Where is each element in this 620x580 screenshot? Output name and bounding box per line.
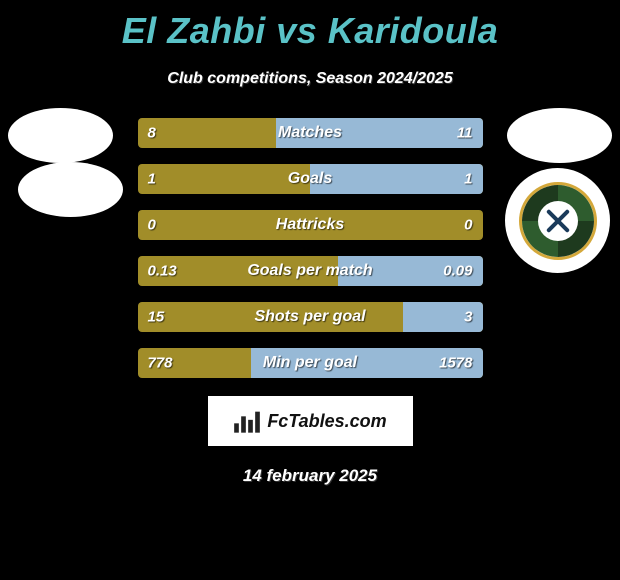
stat-label: Min per goal bbox=[263, 354, 357, 372]
subtitle: Club competitions, Season 2024/2025 bbox=[0, 70, 620, 88]
left-value: 1 bbox=[148, 171, 156, 188]
stat-row: 0.13 0.09 Goals per match bbox=[138, 256, 483, 286]
page-title: El Zahbi vs Karidoula bbox=[0, 0, 620, 52]
stat-row: 778 1578 Min per goal bbox=[138, 348, 483, 378]
right-value: 3 bbox=[464, 309, 472, 326]
stat-row: 0 0 Hattricks bbox=[138, 210, 483, 240]
stat-label: Hattricks bbox=[276, 216, 344, 234]
branding-bar: FcTables.com bbox=[208, 396, 413, 446]
left-value: 778 bbox=[148, 355, 173, 372]
stat-label: Shots per goal bbox=[254, 308, 365, 326]
stat-row: 1 1 Goals bbox=[138, 164, 483, 194]
left-value: 15 bbox=[148, 309, 165, 326]
left-value: 8 bbox=[148, 125, 156, 142]
right-value: 0 bbox=[464, 217, 472, 234]
stat-label: Goals per match bbox=[247, 262, 372, 280]
left-value: 0.13 bbox=[148, 263, 177, 280]
left-value: 0 bbox=[148, 217, 156, 234]
right-value: 11 bbox=[457, 125, 473, 142]
right-value: 0.09 bbox=[443, 263, 472, 280]
bars-icon bbox=[233, 409, 261, 433]
stat-label: Matches bbox=[278, 124, 342, 142]
stat-row: 8 11 Matches bbox=[138, 118, 483, 148]
stat-label: Goals bbox=[288, 170, 332, 188]
right-bar bbox=[310, 164, 483, 194]
branding-text: FcTables.com bbox=[267, 411, 386, 432]
right-value: 1578 bbox=[439, 355, 472, 372]
snapshot-date: 14 february 2025 bbox=[0, 466, 620, 486]
comparison-chart: 811Matches11Goals00Hattricks0.130.09Goal… bbox=[0, 118, 620, 378]
right-value: 1 bbox=[464, 171, 472, 188]
stat-row: 15 3 Shots per goal bbox=[138, 302, 483, 332]
